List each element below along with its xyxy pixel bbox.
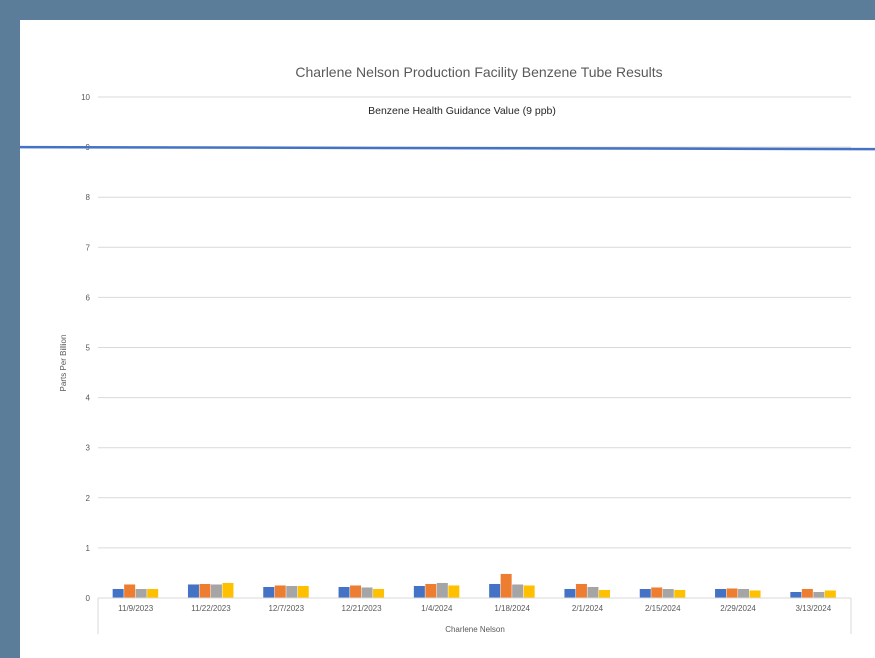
bar — [361, 587, 373, 598]
x-tick-label: 12/21/2023 — [342, 604, 383, 613]
bar — [489, 583, 501, 598]
bar — [726, 588, 738, 598]
bar — [222, 582, 234, 598]
x-axis: 11/9/2023 11/22/2023 12/7/2023 12/21/2023 1/… — [97, 597, 852, 634]
chart: Charlene Nelson Production Facility Benz… — [20, 64, 875, 634]
x-tick-label: 11/22/2023 — [191, 604, 231, 613]
bar — [147, 588, 159, 598]
bar — [297, 585, 309, 598]
bar — [801, 588, 813, 598]
y-tick-label: 5 — [86, 344, 91, 353]
bar — [436, 582, 448, 598]
bar — [500, 573, 512, 598]
y-tick-label: 8 — [86, 193, 91, 202]
guidance-value-line — [20, 145, 875, 151]
bar — [523, 585, 535, 598]
bar — [587, 586, 599, 598]
bar — [286, 585, 298, 598]
x-tick-label: 1/4/2024 — [421, 604, 453, 613]
bar — [639, 588, 651, 598]
bar — [824, 590, 836, 598]
x-tick-label: 3/13/2024 — [796, 604, 832, 613]
bar — [598, 589, 610, 598]
x-axis-label: Charlene Nelson — [445, 625, 505, 634]
bar — [425, 583, 437, 598]
bar — [575, 583, 587, 598]
bar — [448, 585, 460, 598]
bar — [651, 587, 663, 598]
y-tick-label: 3 — [86, 444, 91, 453]
bar — [790, 591, 802, 598]
x-tick-label: 1/18/2024 — [494, 604, 530, 613]
y-tick-label: 0 — [86, 594, 91, 603]
bar — [749, 590, 761, 598]
chart-panel: Charlene Nelson Production Facility Benz… — [20, 20, 875, 658]
y-tick-label: 2 — [86, 494, 91, 503]
bar — [674, 589, 686, 598]
bar — [135, 588, 147, 598]
bar — [373, 588, 385, 598]
y-tick-label: 6 — [86, 293, 91, 302]
bars — [112, 573, 836, 598]
bar — [187, 584, 199, 598]
bar — [512, 584, 524, 598]
y-axis-ticks: 012345678910 — [81, 93, 90, 603]
x-tick-label: 12/7/2023 — [268, 604, 304, 613]
bar — [715, 588, 727, 598]
chart-title: Charlene Nelson Production Facility Benz… — [295, 64, 662, 80]
x-tick-label: 2/1/2024 — [572, 604, 604, 613]
bar — [413, 585, 425, 598]
x-tick-label: 11/9/2023 — [118, 604, 154, 613]
y-tick-label: 1 — [86, 544, 91, 553]
bar — [338, 586, 350, 598]
bar — [199, 583, 211, 598]
x-tick-label: 2/29/2024 — [720, 604, 756, 613]
y-tick-label: 7 — [86, 243, 91, 252]
bar — [813, 591, 825, 598]
bar — [738, 588, 750, 598]
y-axis-label: Parts Per Billion — [59, 335, 68, 392]
bar — [564, 588, 576, 598]
bar — [274, 585, 286, 598]
x-tick-label: 2/15/2024 — [645, 604, 681, 613]
bar — [263, 586, 275, 598]
guidance-value-label: Benzene Health Guidance Value (9 ppb) — [368, 105, 556, 117]
bar — [350, 585, 362, 598]
gridlines — [98, 96, 851, 549]
bar — [662, 588, 674, 598]
y-tick-label: 10 — [81, 93, 90, 102]
y-tick-label: 4 — [86, 394, 91, 403]
bar — [210, 584, 222, 598]
bar — [112, 588, 124, 598]
bar — [124, 584, 136, 598]
